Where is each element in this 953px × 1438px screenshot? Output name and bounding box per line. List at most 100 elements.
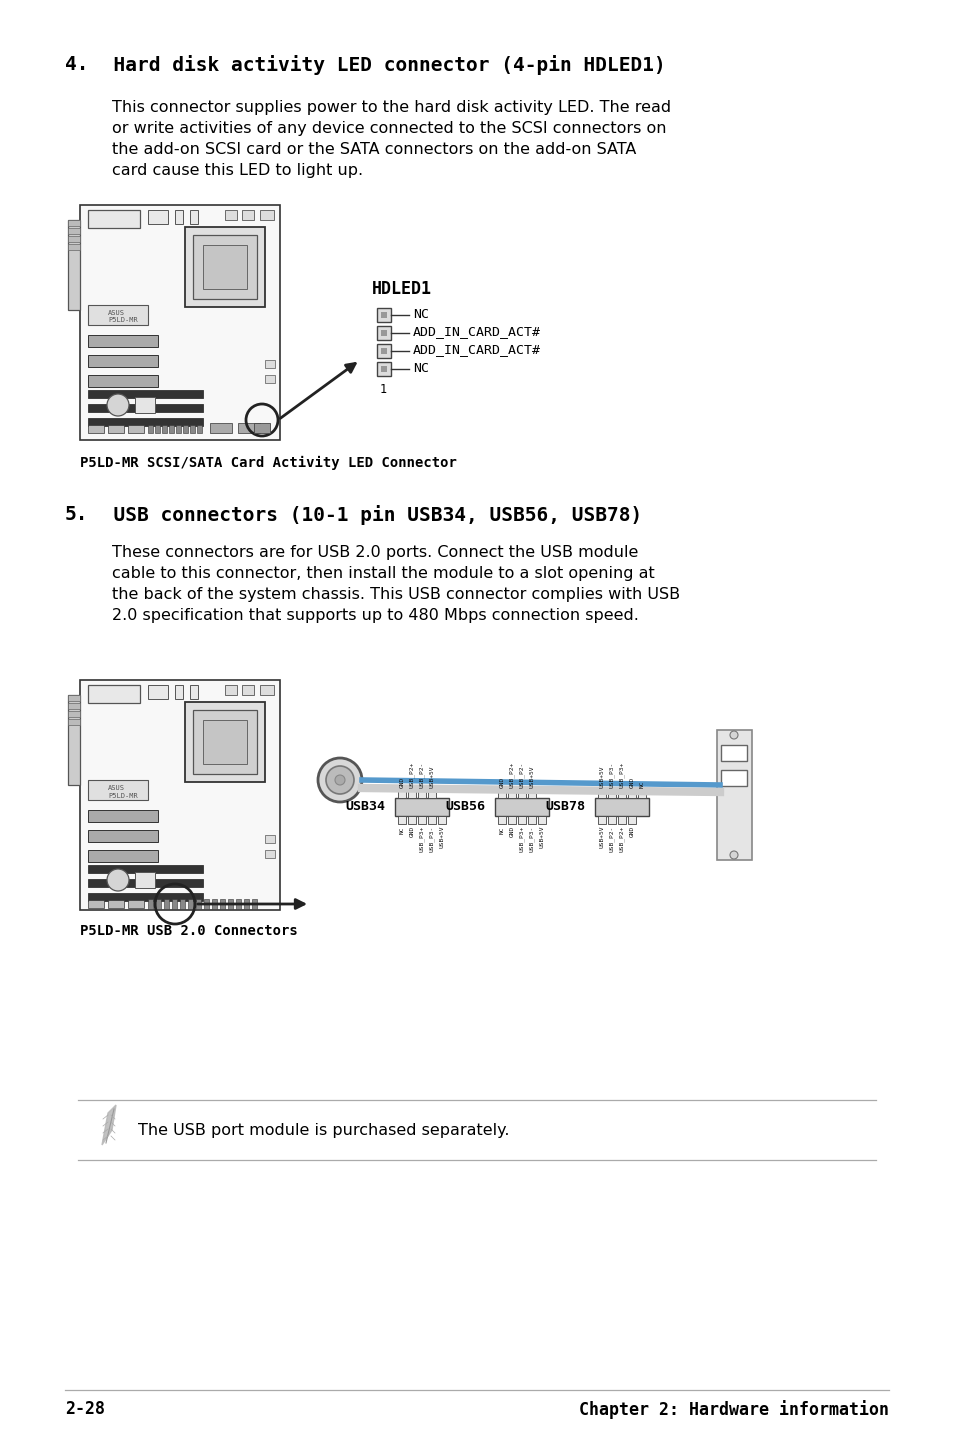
Bar: [376, 326, 391, 339]
Text: P5LD-MR SCSI/SATA Card Activity LED Connector: P5LD-MR SCSI/SATA Card Activity LED Conn…: [80, 456, 456, 470]
Bar: [128, 900, 144, 907]
Bar: [495, 798, 548, 815]
Circle shape: [107, 869, 129, 892]
Text: HDLED1: HDLED1: [372, 280, 432, 298]
Text: card cause this LED to light up.: card cause this LED to light up.: [112, 162, 363, 178]
Bar: [135, 871, 154, 889]
Polygon shape: [102, 1104, 116, 1145]
Bar: [260, 210, 274, 220]
Bar: [190, 426, 194, 433]
Bar: [183, 426, 188, 433]
Bar: [88, 355, 158, 367]
Bar: [507, 789, 516, 798]
Bar: [720, 745, 746, 761]
Bar: [395, 798, 449, 815]
Bar: [169, 426, 173, 433]
Bar: [68, 703, 80, 709]
Bar: [265, 360, 274, 368]
Circle shape: [729, 851, 738, 858]
Bar: [417, 789, 426, 798]
Bar: [148, 899, 152, 909]
Bar: [598, 815, 605, 824]
Bar: [88, 390, 203, 398]
Bar: [204, 899, 209, 909]
Bar: [265, 375, 274, 383]
Text: USB+5V: USB+5V: [439, 825, 444, 848]
Text: 1: 1: [379, 383, 387, 395]
Bar: [265, 850, 274, 858]
Bar: [242, 210, 253, 220]
Bar: [717, 731, 751, 860]
Text: GND: GND: [399, 777, 404, 788]
Bar: [88, 893, 203, 902]
Bar: [408, 789, 416, 798]
Bar: [88, 404, 203, 413]
Text: USB_P2-: USB_P2-: [518, 762, 524, 788]
Bar: [527, 815, 536, 824]
Bar: [638, 789, 645, 798]
Bar: [380, 329, 387, 336]
Bar: [408, 815, 416, 824]
Bar: [527, 789, 536, 798]
Text: cable to this connector, then install the module to a slot opening at: cable to this connector, then install th…: [112, 567, 654, 581]
Text: 5.: 5.: [65, 505, 89, 523]
Bar: [188, 899, 193, 909]
Bar: [128, 426, 144, 433]
Bar: [595, 798, 648, 815]
Bar: [220, 899, 225, 909]
Bar: [88, 879, 203, 887]
Text: ADD_IN_CARD_ACT#: ADD_IN_CARD_ACT#: [413, 344, 540, 357]
Bar: [607, 815, 616, 824]
Bar: [618, 815, 625, 824]
Bar: [88, 830, 158, 843]
Bar: [235, 899, 241, 909]
Bar: [88, 684, 140, 703]
Bar: [172, 899, 177, 909]
Bar: [148, 210, 168, 224]
Bar: [376, 344, 391, 358]
Circle shape: [335, 775, 345, 785]
Bar: [237, 423, 260, 433]
Bar: [265, 835, 274, 843]
Text: ASUS
P5LD-MR: ASUS P5LD-MR: [108, 785, 137, 798]
Circle shape: [317, 758, 361, 802]
Bar: [203, 244, 247, 289]
Text: USB_P3-: USB_P3-: [429, 825, 435, 853]
Text: the back of the system chassis. This USB connector complies with USB: the back of the system chassis. This USB…: [112, 587, 679, 603]
Bar: [228, 899, 233, 909]
Bar: [148, 684, 168, 699]
Bar: [88, 210, 140, 229]
Bar: [598, 789, 605, 798]
Bar: [627, 789, 636, 798]
Bar: [517, 815, 525, 824]
Circle shape: [729, 731, 738, 739]
Text: USB_P2-: USB_P2-: [609, 825, 614, 853]
Bar: [68, 695, 80, 700]
Bar: [203, 720, 247, 764]
Text: 2-28: 2-28: [65, 1401, 105, 1418]
Bar: [380, 348, 387, 354]
Bar: [68, 710, 80, 718]
Text: USB_P3+: USB_P3+: [618, 762, 624, 788]
Text: Chapter 2: Hardware information: Chapter 2: Hardware information: [578, 1401, 888, 1419]
Bar: [497, 789, 505, 798]
Bar: [428, 815, 436, 824]
Bar: [210, 423, 232, 433]
Bar: [627, 815, 636, 824]
Bar: [108, 900, 124, 907]
Bar: [428, 789, 436, 798]
Text: USB_P2+: USB_P2+: [409, 762, 415, 788]
Bar: [88, 426, 104, 433]
Bar: [185, 227, 265, 306]
Bar: [68, 220, 80, 311]
Bar: [180, 899, 185, 909]
Text: These connectors are for USB 2.0 ports. Connect the USB module: These connectors are for USB 2.0 ports. …: [112, 545, 638, 559]
Bar: [68, 695, 80, 785]
Bar: [88, 850, 158, 861]
Text: USB+5V: USB+5V: [598, 765, 604, 788]
Bar: [174, 684, 183, 699]
Bar: [397, 815, 406, 824]
Text: 4.: 4.: [65, 55, 89, 73]
Bar: [437, 815, 446, 824]
Text: USB_P3-: USB_P3-: [609, 762, 614, 788]
